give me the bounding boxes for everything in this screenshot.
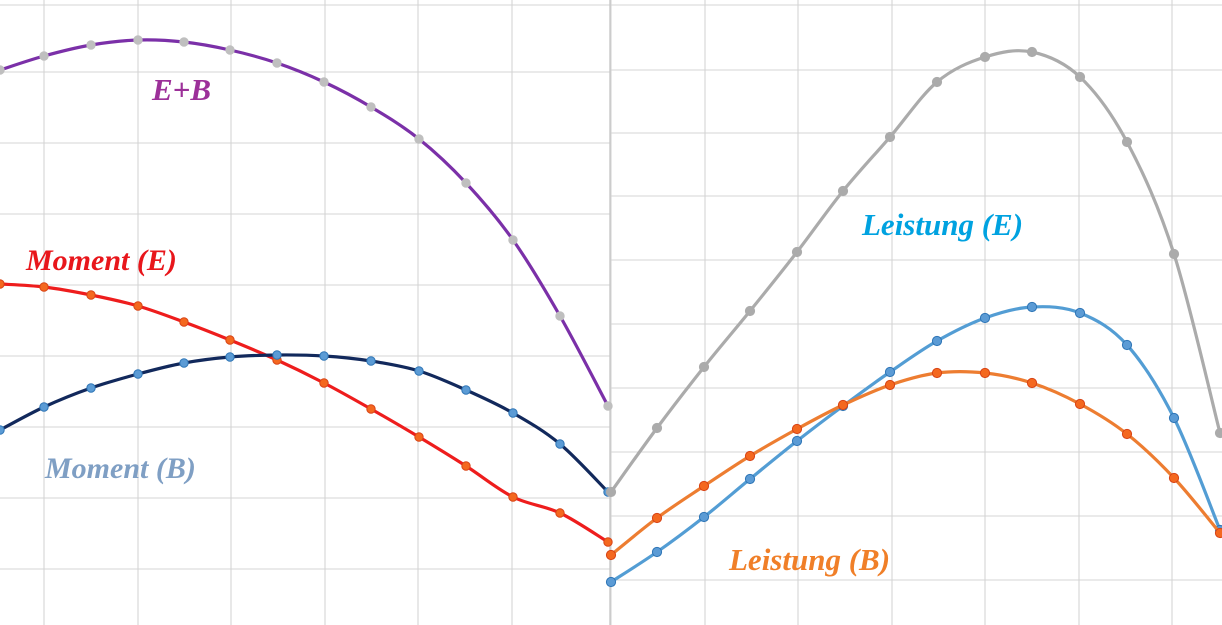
- data-point-marker: [86, 40, 96, 50]
- series-label-moment-b: Moment (B): [44, 452, 196, 485]
- data-point-marker: [1074, 398, 1086, 410]
- data-point-marker: [1026, 46, 1038, 58]
- data-point-marker: [837, 399, 849, 411]
- data-point-marker: [133, 301, 143, 311]
- data-point-marker: [461, 385, 471, 395]
- data-point-marker: [651, 422, 663, 434]
- grid-left: [0, 0, 610, 625]
- data-point-marker: [603, 537, 613, 547]
- series-right-panel: [605, 46, 1222, 588]
- series-label-moment-e: Moment (E): [25, 244, 177, 277]
- data-point-marker: [272, 350, 282, 360]
- data-point-marker: [931, 76, 943, 88]
- data-point-marker: [605, 486, 617, 498]
- series-label-leistung-b: Leistung (B): [728, 542, 890, 577]
- series-leistung-b: [605, 367, 1222, 561]
- data-point-marker: [1026, 301, 1038, 313]
- data-point-marker: [508, 492, 518, 502]
- data-point-marker: [1214, 427, 1222, 439]
- data-point-marker: [225, 335, 235, 345]
- data-point-marker: [979, 312, 991, 324]
- data-point-marker: [508, 408, 518, 418]
- data-point-marker: [603, 401, 613, 411]
- data-point-marker: [272, 58, 282, 68]
- data-point-marker: [366, 102, 376, 112]
- series-e-b: [0, 35, 613, 411]
- data-point-marker: [319, 77, 329, 87]
- data-point-marker: [1121, 428, 1133, 440]
- data-point-marker: [555, 311, 565, 321]
- data-point-marker: [1168, 412, 1180, 424]
- data-point-marker: [791, 435, 803, 447]
- series-line: [609, 49, 1222, 494]
- data-point-marker: [86, 383, 96, 393]
- data-point-marker: [555, 439, 565, 449]
- data-point-marker: [179, 358, 189, 368]
- data-point-marker: [698, 511, 710, 523]
- data-point-marker: [414, 134, 424, 144]
- data-point-marker: [884, 366, 896, 378]
- data-point-marker: [0, 279, 5, 289]
- data-point-marker: [461, 178, 471, 188]
- data-point-marker: [366, 356, 376, 366]
- data-point-marker: [414, 366, 424, 376]
- data-point-marker: [744, 305, 756, 317]
- data-point-marker: [744, 450, 756, 462]
- data-point-marker: [366, 404, 376, 414]
- data-point-marker: [605, 549, 617, 561]
- data-point-marker: [319, 351, 329, 361]
- data-point-marker: [0, 425, 5, 435]
- data-point-marker: [931, 335, 943, 347]
- data-point-marker: [837, 185, 849, 197]
- data-point-marker: [651, 546, 663, 558]
- data-point-marker: [979, 51, 991, 63]
- data-point-marker: [884, 379, 896, 391]
- series-leistung-e-gray-reference: [605, 46, 1222, 498]
- data-point-marker: [791, 423, 803, 435]
- data-point-marker: [319, 378, 329, 388]
- data-point-marker: [698, 361, 710, 373]
- data-point-marker: [884, 131, 896, 143]
- data-point-marker: [225, 45, 235, 55]
- data-point-marker: [179, 37, 189, 47]
- data-point-marker: [414, 432, 424, 442]
- data-point-marker: [1168, 248, 1180, 260]
- data-point-marker: [39, 402, 49, 412]
- data-point-marker: [1121, 136, 1133, 148]
- data-point-marker: [605, 576, 617, 588]
- data-point-marker: [1214, 527, 1222, 539]
- data-point-marker: [225, 352, 235, 362]
- data-point-marker: [979, 367, 991, 379]
- series-left-panel: [0, 35, 613, 547]
- data-point-marker: [1074, 307, 1086, 319]
- data-point-marker: [1121, 339, 1133, 351]
- series-line: [609, 305, 1222, 584]
- series-label-e-b: E+B: [151, 72, 211, 107]
- data-point-marker: [791, 246, 803, 258]
- data-point-marker: [133, 369, 143, 379]
- data-point-marker: [133, 35, 143, 45]
- data-point-marker: [508, 235, 518, 245]
- series-annotations: E+B Moment (E) Moment (B) Leistung (E) Leist…: [25, 72, 1023, 577]
- data-point-marker: [651, 512, 663, 524]
- data-point-marker: [698, 480, 710, 492]
- data-point-marker: [461, 461, 471, 471]
- series-moment-b: [0, 350, 613, 497]
- data-point-marker: [179, 317, 189, 327]
- data-point-marker: [0, 65, 5, 75]
- data-point-marker: [931, 367, 943, 379]
- data-point-marker: [555, 508, 565, 518]
- data-point-marker: [1026, 377, 1038, 389]
- data-point-marker: [39, 282, 49, 292]
- data-point-marker: [86, 290, 96, 300]
- series-moment-e: [0, 279, 613, 547]
- data-point-marker: [744, 473, 756, 485]
- data-point-marker: [1168, 472, 1180, 484]
- series-label-leistung-e: Leistung (E): [861, 207, 1023, 242]
- data-point-marker: [39, 51, 49, 61]
- data-point-marker: [1074, 71, 1086, 83]
